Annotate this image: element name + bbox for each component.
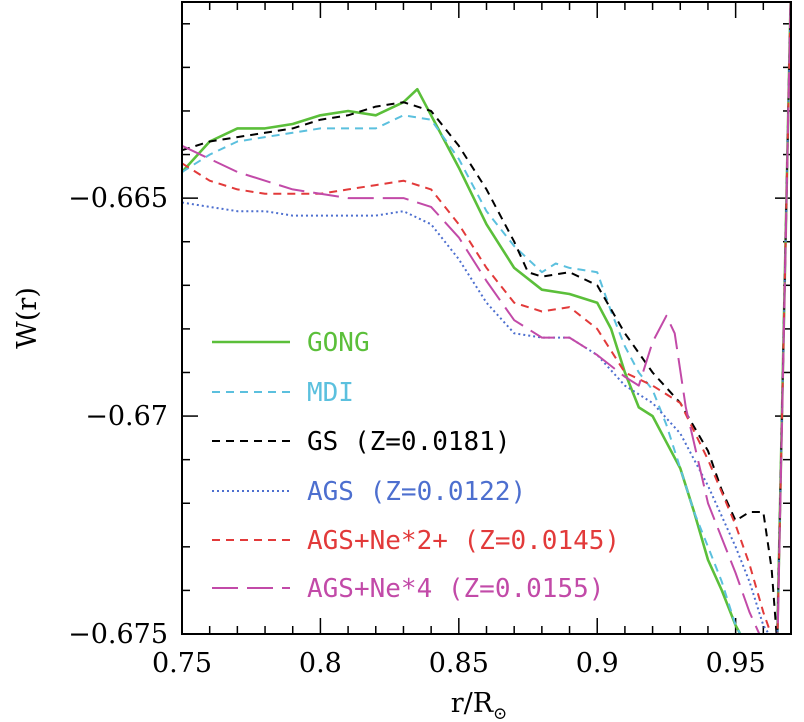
x-axis-title-main: r/R xyxy=(451,688,494,719)
series-line-3 xyxy=(182,2,791,634)
series-lines xyxy=(182,2,791,634)
x-axis-title-sub: ⊙ xyxy=(493,704,507,722)
y-axis-title: W(r) xyxy=(12,287,43,349)
x-tick-label: 0.9 xyxy=(576,648,619,679)
x-tick-label: 0.8 xyxy=(299,648,342,679)
series-line-5 xyxy=(182,2,791,634)
series-line-1 xyxy=(182,2,791,634)
x-tick-label: 0.95 xyxy=(706,648,766,679)
legend-label-4: AGS (Z=0.0122) xyxy=(307,477,526,507)
y-tick-label: −0.675 xyxy=(68,619,168,650)
legend-label-6: AGS+Ne*4 (Z=0.0155) xyxy=(307,574,604,604)
legend: GONG MDI GS (Z=0.0181) AGS (Z=0.0122) AGS+Ne… xyxy=(212,328,620,604)
x-tick-label: 0.85 xyxy=(429,648,489,679)
series-line-4 xyxy=(182,2,791,634)
series-line-2 xyxy=(182,2,791,634)
legend-label-3: GS (Z=0.0181) xyxy=(307,427,511,457)
legend-label-2: MDI xyxy=(307,378,354,408)
x-tick-label: 0.75 xyxy=(152,648,212,679)
y-tick-label: −0.67 xyxy=(85,401,168,432)
y-tick-label: −0.665 xyxy=(68,183,168,214)
legend-label-1: GONG xyxy=(307,328,370,358)
legend-label-5: AGS+Ne*2+ (Z=0.0145) xyxy=(307,526,620,556)
plot-frame xyxy=(181,1,792,635)
x-axis-title: r/R⊙ xyxy=(451,688,508,722)
tick-labels: 0.75 0.8 0.85 0.9 0.95 −0.665 −0.67 −0.675 xyxy=(68,183,766,679)
series-line-6 xyxy=(182,2,791,634)
